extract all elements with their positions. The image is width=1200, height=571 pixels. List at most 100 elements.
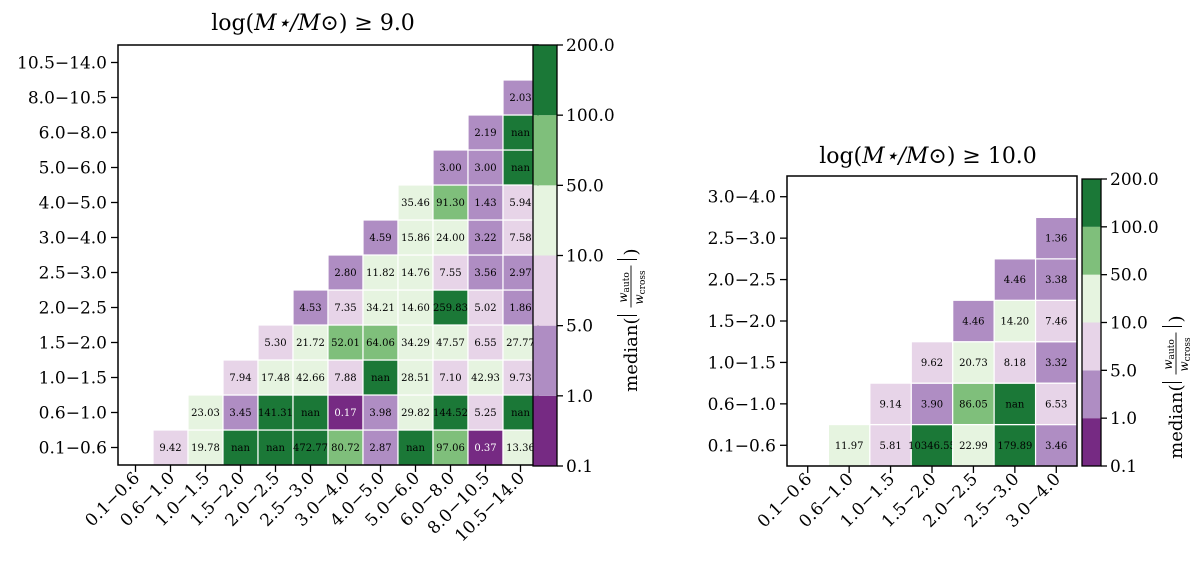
heatmap-cell (397, 324, 434, 361)
cell-value: 3.22 (474, 233, 496, 244)
y-tick-label: 0.6−1.0 (708, 395, 776, 415)
y-tick-label: 2.5−3.0 (39, 264, 107, 284)
heatmap-cell (362, 324, 399, 361)
heatmap-cell (397, 429, 434, 466)
colorbar-tick-label: 200.0 (566, 36, 615, 56)
heatmap-cell (362, 394, 399, 431)
cell-value: 35.46 (401, 198, 430, 209)
y-tick-label: 5.0−6.0 (39, 159, 107, 179)
cell-value: 91.30 (436, 198, 465, 209)
colorbar: 0.1 1.0 5.0 10.0 50.0 100.0 200.0 median(wautow… (1081, 170, 1193, 477)
heatmap-cell (187, 394, 224, 431)
heatmap-cell (1034, 299, 1078, 343)
cell-value: 144.52 (433, 408, 468, 419)
cell-value: 2.87 (369, 443, 391, 454)
y-tick-label: 1.5−2.0 (708, 312, 776, 332)
cell-value: 23.03 (191, 408, 220, 419)
cell-value: nan (406, 443, 425, 454)
svg-text:): ) (621, 248, 642, 255)
cell-value: 472.77 (293, 443, 328, 454)
cell-value: 17.48 (261, 373, 290, 384)
svg-text:wcross: wcross (632, 270, 648, 305)
heatmap-cell (397, 359, 434, 396)
cell-value: 52.01 (331, 338, 360, 349)
cell-value: nan (511, 163, 530, 174)
cell-value: 3.00 (439, 163, 461, 174)
cell-value: nan (266, 443, 285, 454)
svg-text:median(: median( (1166, 385, 1187, 459)
colorbar-segment (1082, 322, 1101, 371)
cell-value: 10346.55 (908, 441, 956, 452)
colorbar-tick-label: 50.0 (1110, 266, 1148, 286)
cell-value: 27.77 (506, 338, 535, 349)
cell-value: 14.20 (1001, 317, 1030, 328)
cell-value: nan (231, 443, 250, 454)
cell-value: 3.00 (474, 163, 496, 174)
cell-value: 14.60 (401, 303, 430, 314)
cell-value: 3.46 (1045, 441, 1067, 452)
heatmap-cell (397, 219, 434, 256)
colorbar-segment (1082, 370, 1101, 419)
heatmap-cell (467, 114, 504, 151)
colorbar: 0.1 1.0 5.0 10.0 50.0 100.0 200.0 median(wautow… (532, 36, 648, 477)
colorbar-segment (1082, 226, 1101, 275)
heatmap-cell (910, 341, 954, 384)
y-tick-label: 1.5−2.0 (39, 334, 107, 354)
cell-value: nan (511, 128, 530, 139)
colorbar-tick-label: 200.0 (1110, 170, 1159, 190)
cell-value: 7.88 (334, 373, 356, 384)
cell-value: 0.37 (474, 443, 496, 454)
heatmap-cell (432, 359, 469, 396)
cell-value: 3.45 (229, 408, 251, 419)
cell-value: 15.86 (401, 233, 430, 244)
cell-value: 5.30 (264, 338, 286, 349)
heatmap-cell (1034, 216, 1078, 260)
y-tick-label: 0.1−0.6 (39, 439, 107, 459)
heatmap-cell (397, 254, 434, 291)
cell-value: 86.05 (959, 399, 988, 410)
heatmap-cell (827, 423, 871, 467)
heatmap-cell (362, 289, 399, 326)
cell-value: 2.03 (509, 93, 531, 104)
y-tick-label: 0.6−1.0 (39, 404, 107, 424)
cell-value: 6.55 (474, 338, 496, 349)
heatmap-cell (257, 324, 294, 361)
cell-value: 4.46 (1004, 275, 1026, 286)
colorbar-tick-label: 1.0 (1110, 409, 1137, 429)
heatmap-cell (467, 394, 504, 431)
heatmap-cell (362, 254, 399, 291)
cell-value: 1.86 (509, 303, 531, 314)
colorbar-tick-label: 5.0 (1110, 361, 1137, 381)
cell-value: 34.29 (401, 338, 430, 349)
y-tick-label: 4.0−5.0 (39, 194, 107, 214)
colorbar-tick-label: 0.1 (566, 457, 593, 477)
y-tick-label: 8.0−10.5 (28, 89, 107, 109)
heatmap-cell (432, 394, 469, 431)
heatmap-cell (952, 341, 995, 384)
y-tick-label: 1.0−1.5 (39, 369, 107, 389)
y-tick-label: 2.0−2.5 (708, 271, 776, 291)
heatmap-cell (432, 324, 469, 361)
cell-value: 9.14 (879, 399, 901, 410)
cell-value: 7.35 (334, 303, 356, 314)
cell-value: 14.76 (401, 268, 430, 279)
cell-value: 8.18 (1004, 358, 1026, 369)
heatmap-cell (327, 359, 364, 396)
y-tick-label: 10.5−14.0 (17, 54, 107, 74)
colorbar-segment (533, 395, 557, 466)
colorbar-segment (533, 115, 557, 186)
cell-value: 20.73 (959, 358, 988, 369)
cell-value: 47.57 (436, 338, 465, 349)
heatmap-cell (257, 359, 294, 396)
chart-title: log(M⋆/M⊙) ≥ 9.0 (211, 11, 415, 36)
cell-value: 19.78 (191, 443, 220, 454)
cell-value: 13.36 (506, 443, 535, 454)
y-tick-label: 2.0−2.5 (39, 299, 107, 319)
cell-value: 7.10 (439, 373, 461, 384)
heatmap-cell (502, 79, 539, 116)
cell-value: 3.32 (1045, 358, 1067, 369)
cell-value: 7.46 (1045, 317, 1067, 328)
colorbar-tick-label: 10.0 (1110, 314, 1148, 334)
